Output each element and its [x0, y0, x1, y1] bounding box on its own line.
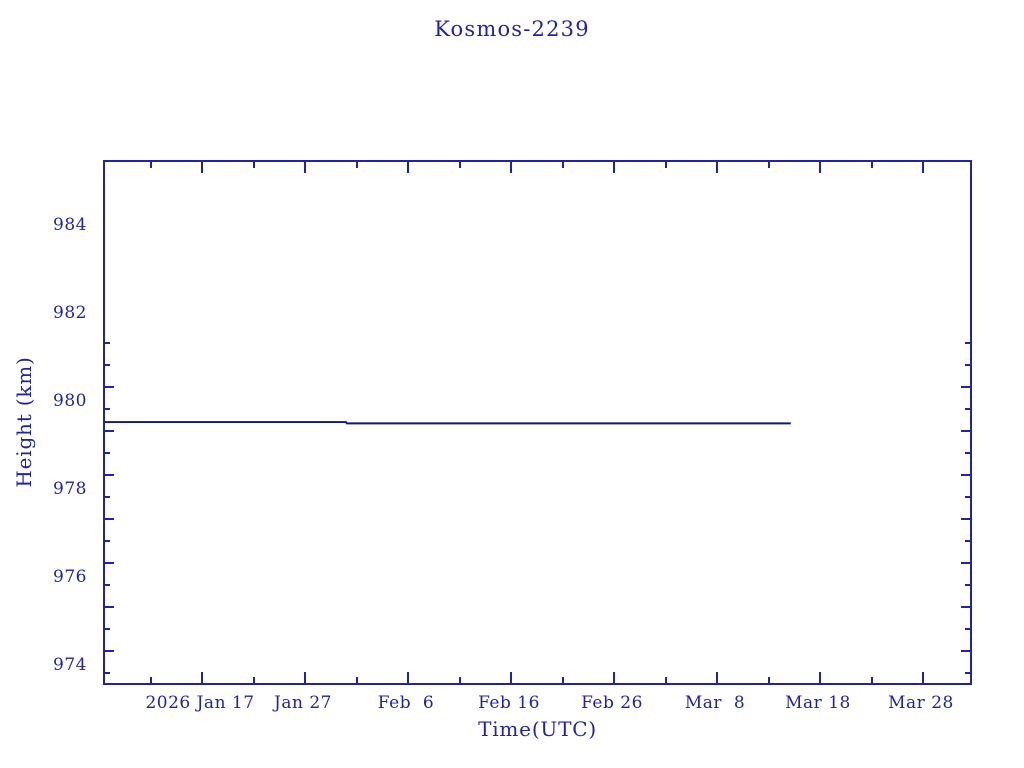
y-tick-minor	[105, 342, 110, 344]
y-tick-major	[105, 430, 114, 432]
x-tick-top-minor	[356, 162, 358, 168]
x-tick-major	[201, 672, 203, 683]
y-tick-right-minor	[965, 452, 970, 454]
y-tick-right-minor	[965, 364, 970, 366]
x-tick-minor	[459, 677, 461, 683]
x-tick-top-minor	[871, 162, 873, 168]
x-tick-minor	[356, 677, 358, 683]
y-tick-right-major	[961, 474, 970, 476]
x-tick-top-major	[819, 162, 821, 173]
x-tick-minor	[871, 677, 873, 683]
plot-area	[105, 162, 970, 683]
x-tick-label: Feb 26	[581, 693, 643, 713]
y-tick-minor	[105, 452, 110, 454]
x-tick-minor	[150, 677, 152, 683]
x-tick-major	[716, 672, 718, 683]
x-tick-major	[613, 672, 615, 683]
y-tick-right-major	[961, 606, 970, 608]
chart-title: Kosmos-2239	[434, 17, 590, 41]
x-tick-minor	[562, 677, 564, 683]
x-tick-label: Mar 8	[684, 693, 746, 713]
y-tick-right-minor	[965, 584, 970, 586]
x-tick-top-major	[613, 162, 615, 173]
x-tick-major	[304, 672, 306, 683]
x-tick-top-minor	[253, 162, 255, 168]
y-tick-minor	[105, 672, 110, 674]
y-tick-minor	[105, 496, 110, 498]
y-tick-major	[105, 518, 114, 520]
x-tick-label: Mar 18	[785, 693, 851, 713]
y-tick-right-minor	[965, 540, 970, 542]
x-tick-top-major	[922, 162, 924, 173]
x-tick-top-major	[716, 162, 718, 173]
y-tick-right-minor	[965, 496, 970, 498]
x-tick-top-minor	[150, 162, 152, 168]
x-tick-label: Feb 16	[478, 693, 540, 713]
x-tick-major	[819, 672, 821, 683]
x-tick-top-minor	[459, 162, 461, 168]
x-tick-minor	[665, 677, 667, 683]
y-tick-label: 978	[53, 479, 87, 499]
y-tick-major	[105, 606, 114, 608]
y-tick-minor	[105, 540, 110, 542]
x-tick-top-minor	[665, 162, 667, 168]
y-tick-right-minor	[965, 408, 970, 410]
x-tick-label: Jan 27	[274, 693, 332, 713]
y-tick-major	[105, 650, 114, 652]
y-tick-major	[105, 474, 114, 476]
y-tick-label: 984	[53, 215, 87, 235]
y-tick-right-minor	[965, 628, 970, 630]
x-tick-label: Feb 6	[377, 693, 435, 713]
x-tick-top-major	[407, 162, 409, 173]
data-series-line	[105, 421, 791, 425]
x-tick-top-major	[510, 162, 512, 173]
y-tick-right-major	[961, 430, 970, 432]
y-tick-right-major	[961, 650, 970, 652]
x-tick-top-minor	[562, 162, 564, 168]
x-tick-label: Mar 28	[888, 693, 954, 713]
x-tick-minor	[768, 677, 770, 683]
y-tick-major	[105, 562, 114, 564]
x-tick-top-major	[201, 162, 203, 173]
y-tick-label: 976	[53, 567, 87, 587]
x-tick-minor	[253, 677, 255, 683]
y-axis-title: Height (km)	[12, 356, 36, 488]
y-tick-major	[105, 386, 114, 388]
y-tick-label: 980	[53, 391, 87, 411]
x-axis-title: Time(UTC)	[478, 717, 597, 741]
plot-frame	[103, 160, 972, 685]
x-tick-major	[407, 672, 409, 683]
y-tick-minor	[105, 408, 110, 410]
y-tick-minor	[105, 584, 110, 586]
x-tick-top-major	[304, 162, 306, 173]
y-tick-label: 982	[53, 303, 87, 323]
y-tick-right-major	[961, 518, 970, 520]
x-tick-label: 2026 Jan 17	[145, 693, 255, 713]
y-tick-right-minor	[965, 342, 970, 344]
y-tick-label: 974	[53, 655, 87, 675]
y-tick-minor	[105, 628, 110, 630]
x-tick-major	[510, 672, 512, 683]
y-tick-right-major	[961, 562, 970, 564]
x-tick-top-minor	[768, 162, 770, 168]
y-tick-minor	[105, 364, 110, 366]
x-tick-major	[922, 672, 924, 683]
y-tick-right-minor	[965, 672, 970, 674]
y-tick-right-major	[961, 386, 970, 388]
height-polyline	[105, 421, 791, 425]
